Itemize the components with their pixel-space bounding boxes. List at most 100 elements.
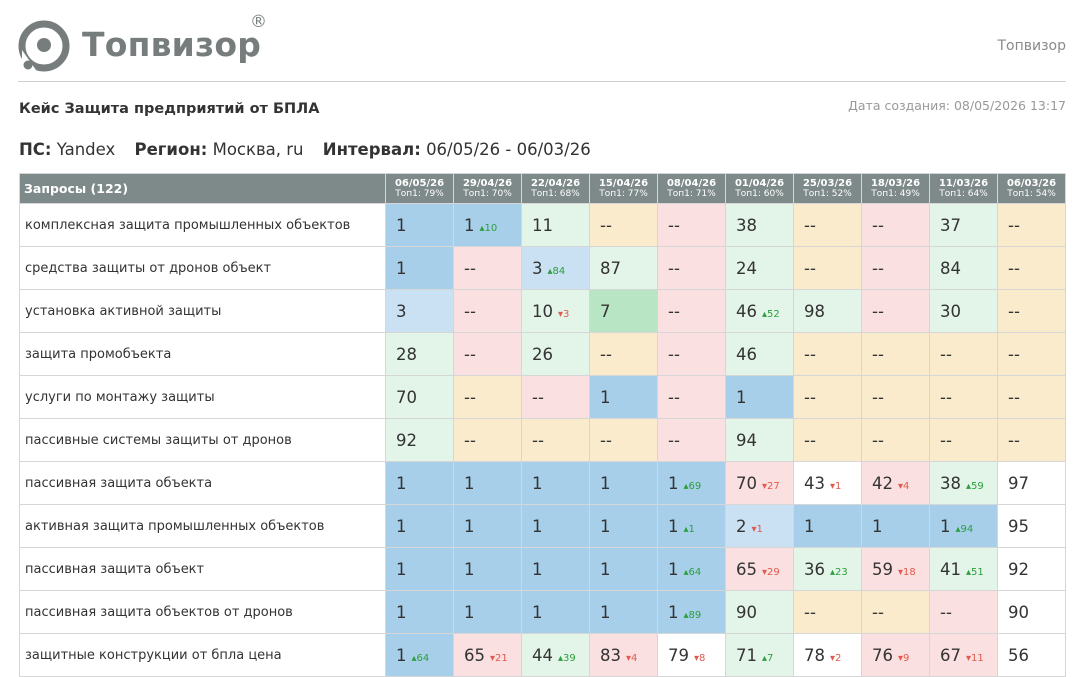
- position-value: --: [464, 387, 476, 407]
- position-change-value: 9: [903, 652, 910, 664]
- position-value: 70: [736, 473, 757, 493]
- position-value: --: [668, 430, 680, 450]
- position-value: 1: [532, 473, 543, 493]
- position-cell: 65 ▾21: [453, 633, 522, 677]
- position-cell: --: [657, 418, 726, 462]
- position-cell: 87: [589, 246, 658, 290]
- position-cell: --: [793, 246, 862, 290]
- position-change-value: 1: [835, 480, 842, 492]
- arrow-up-icon: ▴: [479, 222, 485, 234]
- position-value: --: [872, 344, 884, 364]
- position-value: 1: [600, 602, 611, 622]
- position-value: --: [940, 387, 952, 407]
- position-change-value: 2: [835, 652, 842, 664]
- position-cell: --: [589, 203, 658, 247]
- position-value: 43: [804, 473, 825, 493]
- position-value: --: [1008, 258, 1020, 278]
- position-change-value: 1: [688, 523, 695, 535]
- position-value: 1: [464, 215, 475, 235]
- position-cell: 1: [589, 375, 658, 419]
- position-value: --: [940, 430, 952, 450]
- date-column-header[interactable]: 15/04/26 Топ1: 77%: [589, 173, 658, 204]
- position-cell: 1: [521, 461, 590, 505]
- position-change-value: 29: [767, 566, 780, 578]
- position-value: 1: [668, 473, 679, 493]
- position-change-up: ▴39: [558, 653, 576, 664]
- position-cell: --: [929, 375, 998, 419]
- interval-value: 06/05/26 - 06/03/26: [426, 140, 591, 159]
- position-cell: 1: [521, 590, 590, 634]
- arrow-down-icon: ▾: [694, 652, 700, 664]
- position-value: 83: [600, 645, 621, 665]
- date-column-header[interactable]: 22/04/26 Топ1: 68%: [521, 173, 590, 204]
- position-value: 92: [1008, 559, 1029, 579]
- position-cell: 94: [725, 418, 794, 462]
- arrow-down-icon: ▾: [558, 308, 564, 320]
- position-cell: 1: [793, 504, 862, 548]
- arrow-down-icon: ▾: [490, 652, 496, 664]
- arrow-up-icon: ▴: [683, 566, 689, 578]
- arrow-down-icon: ▾: [762, 566, 768, 578]
- position-value: 79: [668, 645, 689, 665]
- position-value: --: [668, 258, 680, 278]
- position-value: 10: [532, 301, 553, 321]
- position-cell: 83 ▾4: [589, 633, 658, 677]
- position-change-down: ▾1: [830, 481, 841, 492]
- position-cell: --: [997, 246, 1066, 290]
- top1-share: Топ1: 68%: [531, 188, 580, 199]
- date-column-header[interactable]: 06/05/26 Топ1: 79%: [385, 173, 454, 204]
- date-column-header[interactable]: 18/03/26 Топ1: 49%: [861, 173, 930, 204]
- position-value: 1: [600, 516, 611, 536]
- position-change-value: 18: [903, 566, 916, 578]
- position-value: 87: [600, 258, 621, 278]
- position-value: --: [872, 258, 884, 278]
- position-cell: 1: [385, 246, 454, 290]
- position-cell: --: [657, 289, 726, 333]
- position-change-down: ▾3: [558, 309, 569, 320]
- position-change-value: 8: [699, 652, 706, 664]
- queries-column-header[interactable]: Запросы (122): [19, 173, 386, 204]
- position-value: --: [872, 387, 884, 407]
- position-value: 44: [532, 645, 553, 665]
- position-value: 1: [600, 559, 611, 579]
- position-value: 84: [940, 258, 961, 278]
- position-value: 56: [1008, 645, 1029, 665]
- date-column-header[interactable]: 08/04/26 Топ1: 71%: [657, 173, 726, 204]
- position-value: --: [668, 387, 680, 407]
- date-column-header[interactable]: 25/03/26 Топ1: 52%: [793, 173, 862, 204]
- position-cell: --: [657, 375, 726, 419]
- position-value: 46: [736, 301, 757, 321]
- position-value: --: [804, 387, 816, 407]
- position-cell: --: [793, 332, 862, 376]
- position-cell: 2 ▾1: [725, 504, 794, 548]
- position-change-up: ▴51: [966, 567, 984, 578]
- position-value: --: [804, 430, 816, 450]
- query-cell: активная защита промышленных объектов: [19, 504, 386, 548]
- position-change-up: ▴84: [548, 266, 566, 277]
- header-brand-link[interactable]: Топвизор: [997, 38, 1066, 54]
- position-value: 1: [668, 602, 679, 622]
- position-value: 1: [396, 516, 407, 536]
- position-cell: --: [997, 375, 1066, 419]
- arrow-down-icon: ▾: [762, 480, 768, 492]
- date-column-header[interactable]: 11/03/26 Топ1: 64%: [929, 173, 998, 204]
- position-cell: --: [793, 590, 862, 634]
- position-value: --: [804, 602, 816, 622]
- position-cell: 1 ▴1: [657, 504, 726, 548]
- position-value: --: [668, 344, 680, 364]
- position-change-value: 89: [688, 609, 702, 621]
- position-value: 1: [668, 559, 679, 579]
- position-cell: 59 ▾18: [861, 547, 930, 591]
- table-row: пассивные системы защиты от дронов 92 -- --…: [19, 418, 1066, 462]
- position-change-down: ▾4: [898, 481, 909, 492]
- position-value: 26: [532, 344, 553, 364]
- arrow-up-icon: ▴: [830, 566, 836, 578]
- position-change-up: ▴89: [684, 610, 702, 621]
- date-column-header[interactable]: 01/04/26 Топ1: 60%: [725, 173, 794, 204]
- position-cell: --: [997, 332, 1066, 376]
- date-label: 18/03/26: [870, 177, 921, 189]
- position-cell: 70 ▾27: [725, 461, 794, 505]
- position-cell: 3: [385, 289, 454, 333]
- date-column-header[interactable]: 06/03/26 Топ1: 54%: [997, 173, 1066, 204]
- date-column-header[interactable]: 29/04/26 Топ1: 70%: [453, 173, 522, 204]
